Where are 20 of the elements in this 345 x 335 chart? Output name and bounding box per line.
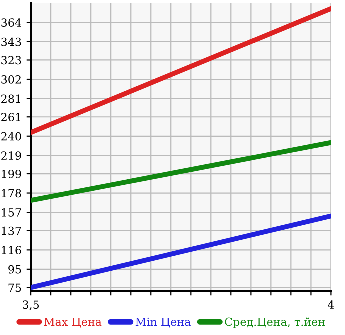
y-tick-label: 116 [2,246,22,255]
y-tick-label: 323 [2,56,22,65]
y-tick-label: 157 [2,208,22,217]
y-tick-label: 281 [2,94,20,104]
y-tick-label: 75 [8,284,22,292]
y-tick-label: 343 [2,38,22,46]
legend-label: Сред.Цена, т.йен [225,318,325,328]
y-tick-label: 178 [2,189,22,198]
y-tick-label: 219 [2,152,22,160]
y-tick-label: 240 [2,132,22,141]
y-tick-label: 137 [2,226,22,236]
y-tick-label: 364 [2,18,22,27]
y-tick-label: 199 [2,170,22,178]
legend-label: Max Цена [44,318,102,328]
legend-label: Min Цена [136,318,191,328]
y-tick-label: 302 [2,75,21,84]
x-tick-label: 3,5 [23,300,40,310]
x-tick-label: 4 [328,300,334,309]
y-tick-label: 261 [2,113,20,122]
y-tick-label: 95 [8,265,22,274]
